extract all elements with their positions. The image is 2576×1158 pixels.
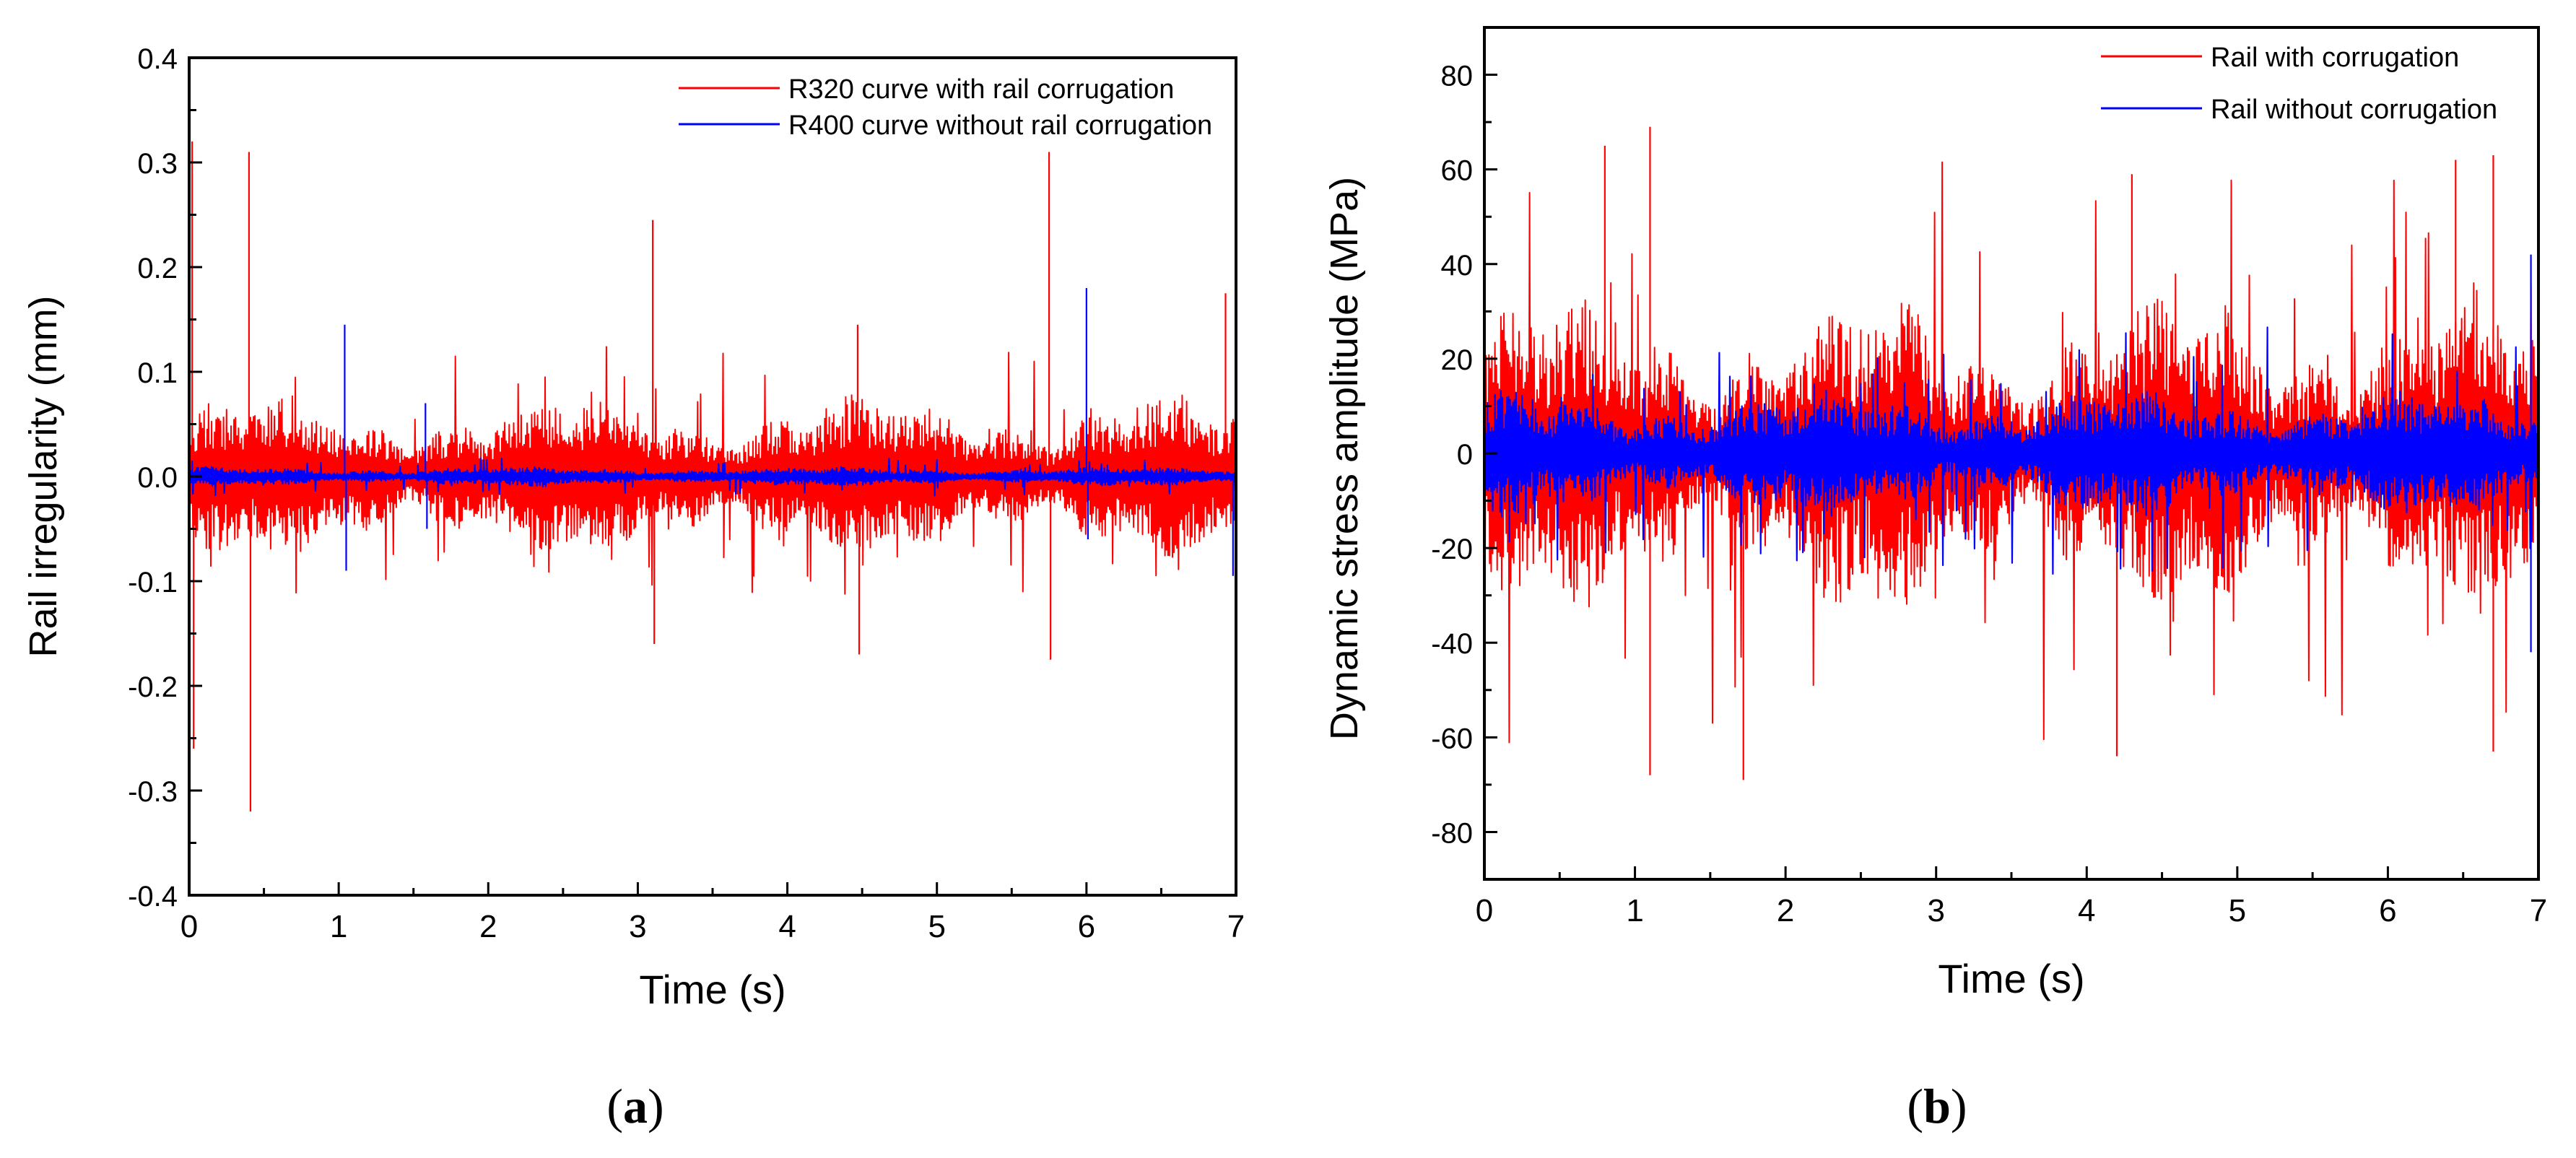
x-tick-label: 0 <box>180 909 198 944</box>
y-tick-label: 0 <box>1457 439 1473 471</box>
legend-label-a-1: R400 curve without rail corrugation <box>788 110 1212 141</box>
panel-caption-b: (b) <box>1907 1079 1967 1133</box>
x-tick-label: 6 <box>1078 909 1095 944</box>
x-tick-label: 4 <box>2078 893 2095 928</box>
x-tick-label: 7 <box>1227 909 1245 944</box>
x-tick-label: 1 <box>1626 893 1643 928</box>
series-group-a <box>188 142 1237 811</box>
axis-ticks-b: 0 1 2 3 4 5 6 7 -80 -60 -40 -20 0 20 40 60 80 <box>1431 61 2547 928</box>
x-axis-label-b: Time (s) <box>1938 956 2084 1001</box>
y-tick-label: 0.1 <box>137 357 178 389</box>
x-tick-label: 3 <box>629 909 646 944</box>
y-tick-label: 20 <box>1441 344 1474 376</box>
legend-label-b-1: Rail without corrugation <box>2211 95 2497 125</box>
series-line-without-corrugation <box>1483 326 2540 575</box>
y-tick-label: 60 <box>1441 155 1474 187</box>
x-tick-label: 4 <box>778 909 796 944</box>
y-tick-label: 0.0 <box>137 462 178 494</box>
x-tick-label: 5 <box>2229 893 2246 928</box>
x-tick-label: 2 <box>1777 893 1794 928</box>
series-group-b <box>1483 126 2540 780</box>
y-tick-label: -0.3 <box>128 776 178 808</box>
y-axis-label-a: Rail irregularity (mm) <box>22 295 65 657</box>
x-tick-label: 5 <box>928 909 945 944</box>
panel-b-dynamic-stress-chart: 0 1 2 3 4 5 6 7 -80 -60 -40 -20 0 20 40 60 80 Time (s) D… <box>1323 26 2547 1133</box>
y-tick-label: -60 <box>1431 723 1473 754</box>
x-tick-label: 7 <box>2530 893 2547 928</box>
y-tick-label: -0.2 <box>128 671 178 703</box>
panel-letter-a: a <box>623 1079 648 1133</box>
legend-label-b-0: Rail with corrugation <box>2211 43 2459 73</box>
y-tick-label: 0.2 <box>137 253 178 284</box>
panel-caption-a: (a) <box>606 1079 663 1133</box>
y-tick-label: 80 <box>1441 61 1474 92</box>
x-tick-label: 0 <box>1476 893 1493 928</box>
x-tick-label: 3 <box>1927 893 1944 928</box>
y-axis-label-b: Dynamic stress amplitude (MPa) <box>1323 177 1366 740</box>
y-tick-label: -80 <box>1431 817 1473 849</box>
legend-background-b <box>2091 36 2533 137</box>
y-tick-label: -0.1 <box>128 567 178 598</box>
series-line-without-corrugation <box>188 457 1237 497</box>
x-tick-label: 1 <box>330 909 347 944</box>
x-tick-label: 2 <box>479 909 497 944</box>
y-tick-label: -0.4 <box>128 881 178 913</box>
y-tick-label: -20 <box>1431 534 1473 565</box>
legend-b: Rail with corrugation Rail without corru… <box>2091 36 2533 137</box>
panel-a-rail-irregularity-chart: 0 1 2 3 4 5 6 7-0.4-0.3-0.2-0.10.00.10.20.30.4 … <box>22 43 1245 1133</box>
x-axis-label-a: Time (s) <box>639 967 786 1012</box>
axis-ticks-a: 0 1 2 3 4 5 6 7 -0.4 -0.3 -0.2 -0.1 0.0 0.1 0.2 0.3 0.4 <box>128 43 1245 944</box>
panel-letter-b: b <box>1923 1079 1951 1133</box>
y-tick-label: 0.3 <box>137 148 178 180</box>
y-tick-label: 0.4 <box>137 43 178 75</box>
x-tick-label: 6 <box>2379 893 2396 928</box>
y-tick-label: 40 <box>1441 250 1474 282</box>
legend-a: R320 curve with rail corrugation R400 cu… <box>679 74 1212 141</box>
y-tick-label: -40 <box>1431 628 1473 660</box>
legend-label-a-0: R320 curve with rail corrugation <box>788 74 1174 105</box>
